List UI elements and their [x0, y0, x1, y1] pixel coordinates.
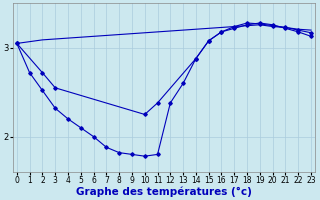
X-axis label: Graphe des températures (°c): Graphe des températures (°c)	[76, 186, 252, 197]
